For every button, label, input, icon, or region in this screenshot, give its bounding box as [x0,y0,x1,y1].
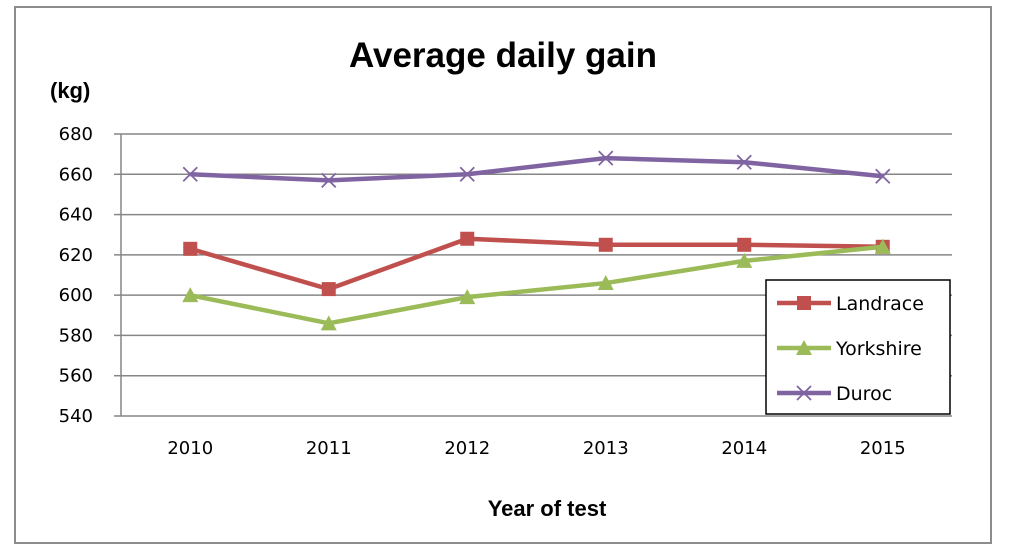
y-axis-label: (kg) [50,78,90,103]
series-line-yorkshire [189,244,883,326]
y-tick-labels: 540 560 580 600 620 640 660 680 [59,124,93,427]
y-tick-label: 660 [59,164,93,185]
data-point-duroc [598,150,614,166]
data-point-landrace [183,241,198,256]
data-point-yorkshire [459,289,476,305]
data-point-duroc [736,154,752,170]
data-point-duroc [875,168,891,184]
data-point-yorkshire [874,238,891,254]
data-point-duroc [321,172,337,188]
y-tick-label: 680 [59,124,93,145]
data-point-duroc [182,166,198,182]
data-point-landrace [598,237,613,252]
x-tick-label: 2012 [444,438,490,459]
x-tick-labels: 2010 2011 2012 2013 2014 2015 [167,438,905,459]
x-tick-label: 2015 [860,438,906,459]
legend-marker-landrace [797,296,811,310]
x-axis-label: Year of test [488,496,607,521]
series-line-duroc [190,155,883,183]
chart-frame [14,6,992,544]
y-tick-label: 620 [59,245,93,266]
y-tick-label: 540 [59,406,93,427]
legend-marker-yorkshire [796,340,812,355]
legend-label-yorkshire: Yorkshire [835,338,922,360]
legend-label-landrace: Landrace [836,293,924,315]
x-tick-label: 2011 [306,438,352,459]
data-point-landrace [460,231,475,246]
data-point-duroc [459,166,475,182]
x-tick-label: 2013 [583,438,629,459]
data-point-yorkshire [182,287,199,303]
series-line-landrace [189,236,883,292]
legend: Landrace Yorkshire Duroc [765,279,951,415]
legend-marker-duroc [796,385,812,401]
y-tick-label: 600 [59,285,93,306]
data-point-landrace [321,282,336,297]
legend-label-duroc: Duroc [836,383,892,405]
data-point-landrace [737,237,752,252]
data-point-yorkshire [320,315,337,331]
y-tick-label: 560 [59,366,93,387]
x-tick-label: 2014 [721,438,767,459]
data-point-yorkshire [736,252,753,268]
data-point-yorkshire [597,275,614,291]
chart-title: Average daily gain [349,36,657,75]
y-tick-label: 580 [59,325,93,346]
y-tick-label: 640 [59,205,93,226]
series-group [182,150,891,331]
x-tick-label: 2010 [167,438,213,459]
